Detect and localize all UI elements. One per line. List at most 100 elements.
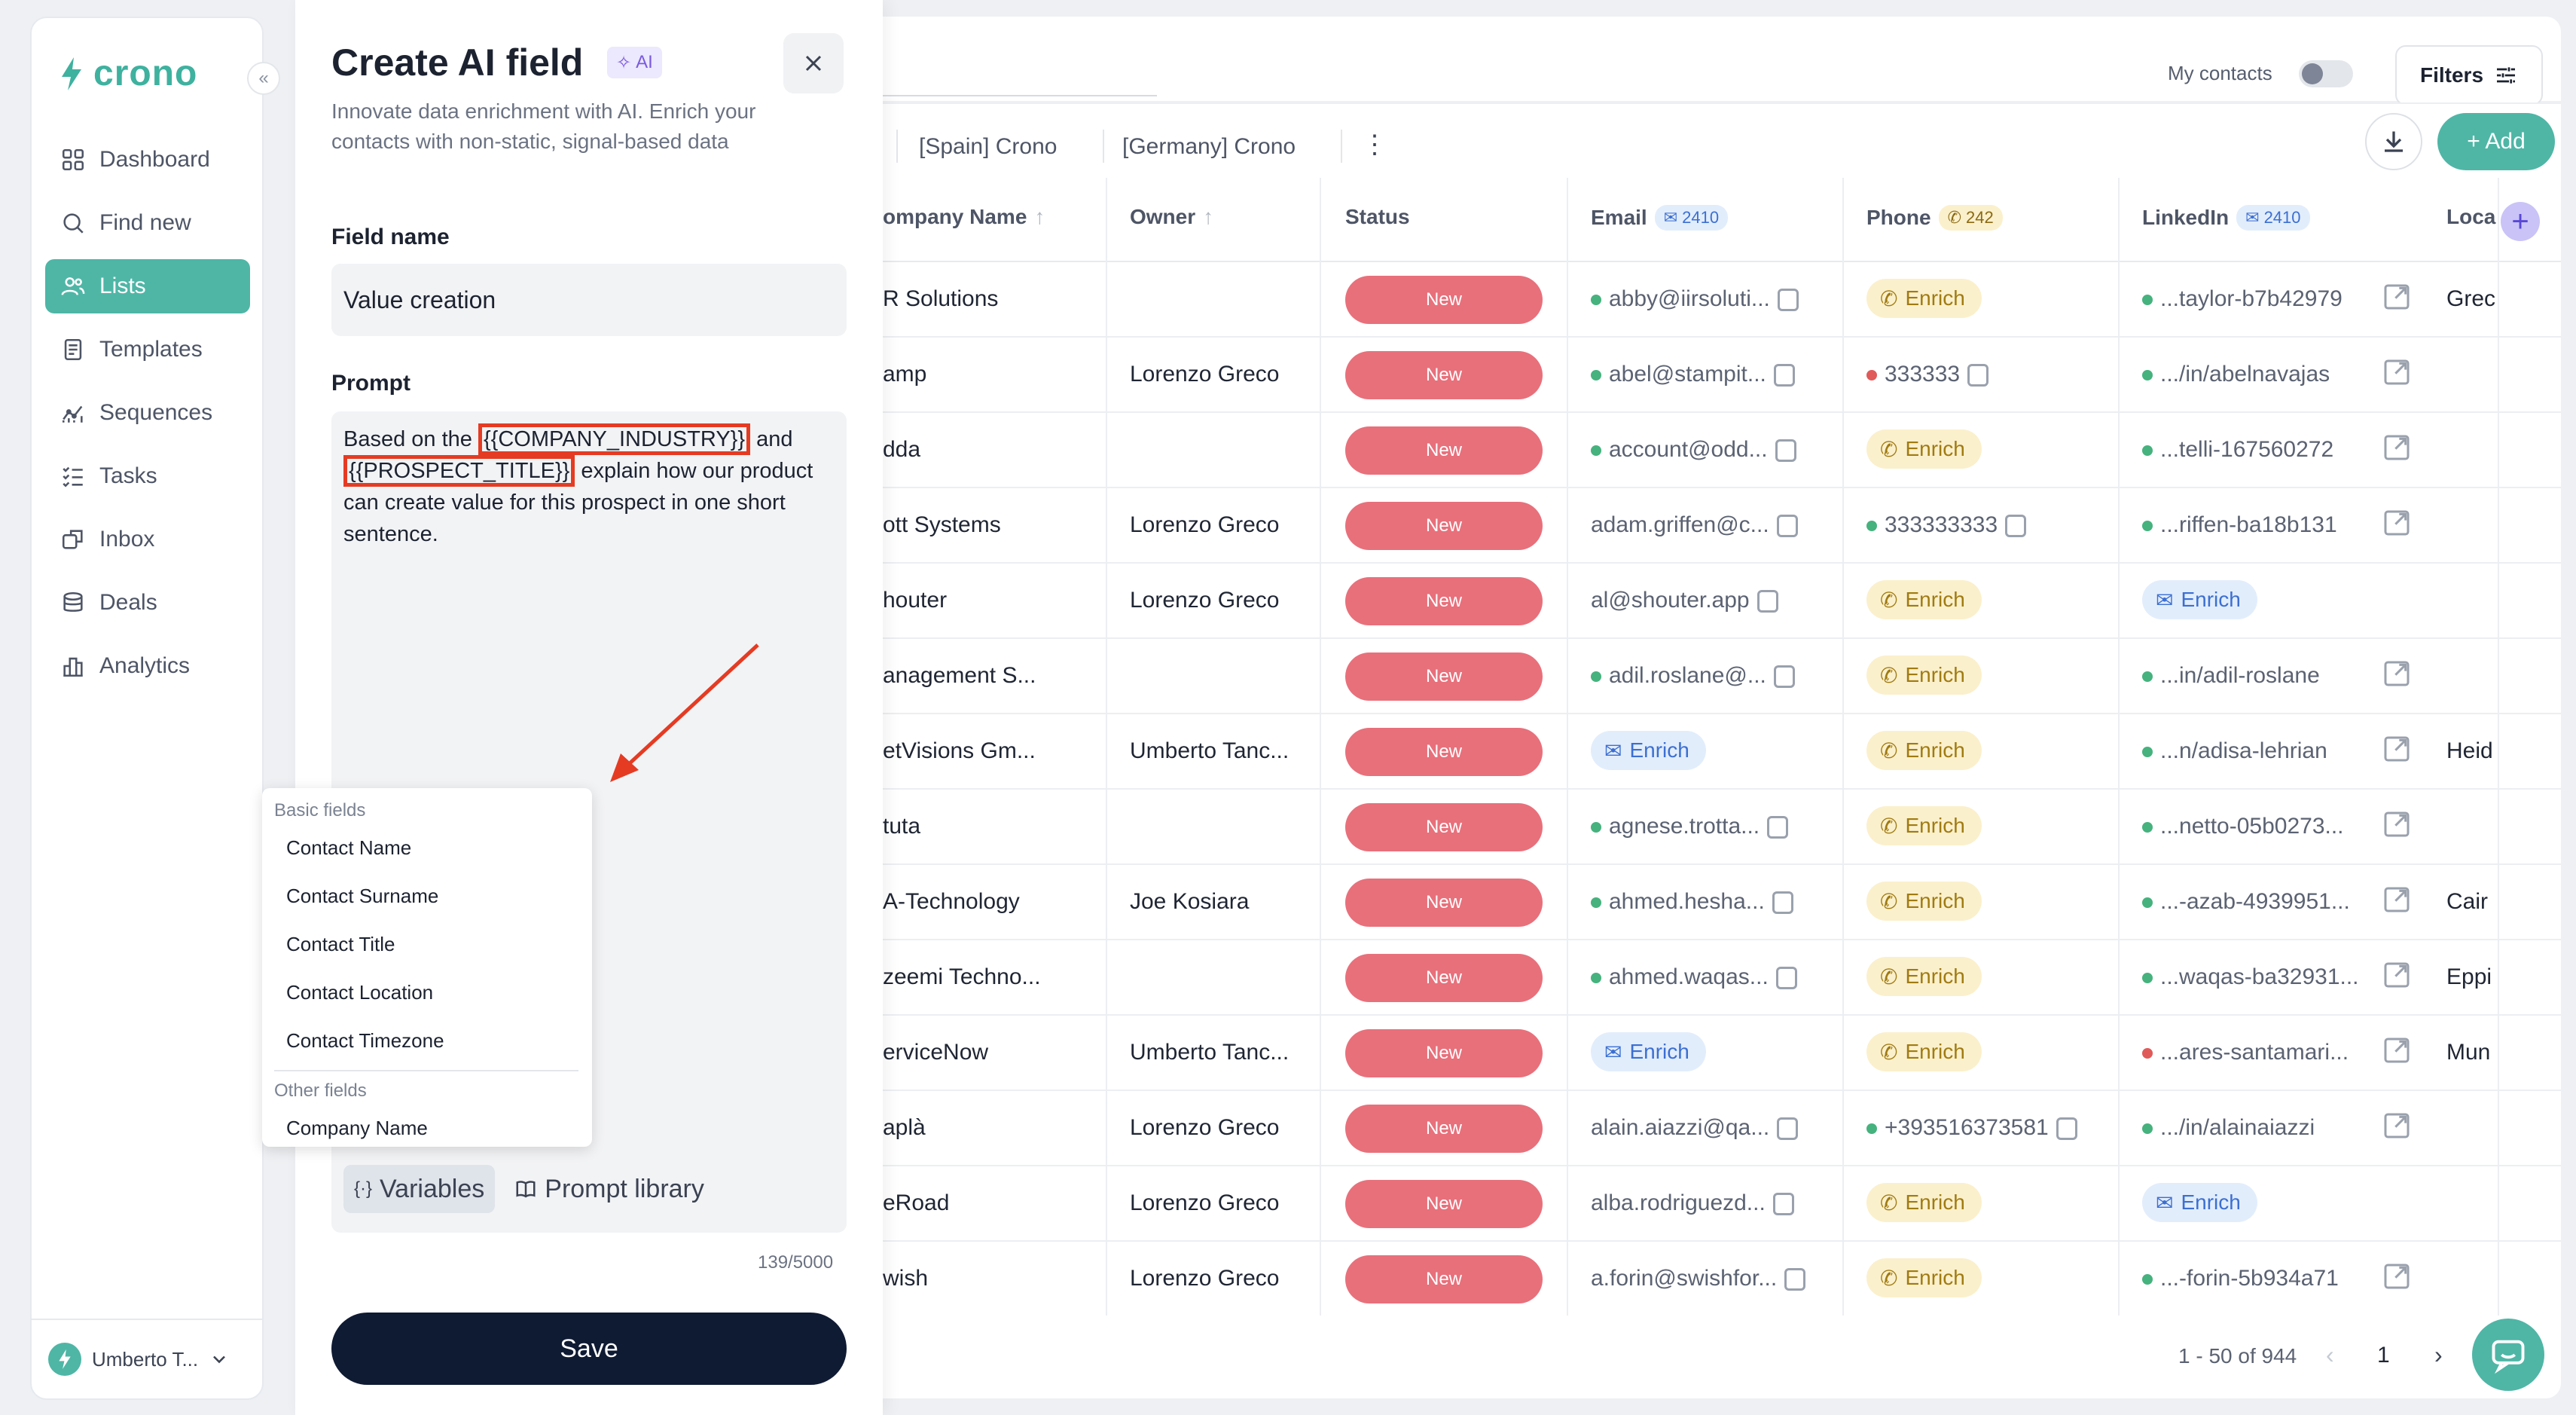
copy-icon[interactable] [2056, 1117, 2077, 1141]
company-cell[interactable]: R Solutions [883, 286, 999, 311]
external-link-icon[interactable] [2382, 432, 2412, 463]
copy-icon[interactable] [1773, 665, 1795, 689]
table-row[interactable]: R Solutions New abby@iirsoluti... ✆ Enrich..… [883, 262, 2561, 338]
company-cell[interactable]: ott Systems [883, 512, 1001, 537]
column-owner[interactable]: Owner ↑ [1130, 205, 1213, 229]
phone-enrich-button[interactable]: ✆ Enrich [1866, 731, 1982, 770]
status-badge[interactable]: New [1345, 577, 1543, 625]
phone-enrich-button[interactable]: ✆ Enrich [1866, 957, 1982, 996]
filters-button[interactable]: Filters [2395, 45, 2543, 105]
dropdown-item-contact-name[interactable]: Contact Name [286, 836, 412, 859]
phone-enrich-button[interactable]: ✆ Enrich [1866, 806, 1982, 845]
status-badge[interactable]: New [1345, 879, 1543, 927]
table-row[interactable]: eRoad Lorenzo Greco New alba.rodriguezd... ✆… [883, 1166, 2561, 1242]
external-link-icon[interactable] [2382, 282, 2412, 312]
linkedin-enrich-button[interactable]: ✉ Enrich [2142, 580, 2257, 619]
email-enrich-button[interactable]: ✉ Enrich [1591, 1032, 1706, 1071]
more-tabs-icon[interactable]: ⋮ [1362, 130, 1387, 159]
phone-enrich-button[interactable]: ✆ Enrich [1866, 279, 1982, 318]
variables-button[interactable]: {·} Variables [343, 1165, 496, 1213]
sidebar-item-dashboard[interactable]: Dashboard [45, 133, 250, 187]
my-contacts-toggle[interactable] [2299, 60, 2353, 87]
phone-enrich-button[interactable]: ✆ Enrich [1866, 1258, 1982, 1297]
chat-support-button[interactable] [2472, 1319, 2544, 1391]
phone-enrich-button[interactable]: ✆ Enrich [1866, 1032, 1982, 1071]
status-badge[interactable]: New [1345, 1255, 1543, 1303]
status-badge[interactable]: New [1345, 803, 1543, 851]
status-badge[interactable]: New [1345, 1105, 1543, 1153]
company-cell[interactable]: eRoad [883, 1190, 950, 1215]
status-badge[interactable]: New [1345, 1180, 1543, 1228]
column-company[interactable]: ompany Name ↑ [883, 205, 1045, 229]
company-cell[interactable]: zeemi Techno... [883, 964, 1041, 989]
status-badge[interactable]: New [1345, 276, 1543, 324]
status-badge[interactable]: New [1345, 954, 1543, 1002]
company-cell[interactable]: wish [883, 1266, 929, 1291]
copy-icon[interactable] [1777, 289, 1799, 312]
table-row[interactable]: dda New account@odd... ✆ Enrich ...telli-1675… [883, 413, 2561, 488]
copy-icon[interactable] [1967, 364, 1989, 387]
external-link-icon[interactable] [2382, 885, 2412, 915]
add-column-button[interactable]: + [2501, 202, 2540, 241]
copy-icon[interactable] [1775, 439, 1796, 463]
copy-icon[interactable] [1777, 1117, 1799, 1141]
company-cell[interactable]: A-Technology [883, 889, 1020, 914]
copy-icon[interactable] [1773, 364, 1795, 387]
copy-icon[interactable] [1757, 590, 1778, 613]
copy-icon[interactable] [1767, 816, 1789, 839]
external-link-icon[interactable] [2382, 960, 2412, 990]
close-button[interactable] [783, 33, 844, 93]
table-row[interactable]: erviceNow Umberto Tanc... New ✉ Enrich ✆ Enric… [883, 1016, 2561, 1091]
collapse-sidebar-button[interactable]: « [247, 62, 280, 95]
phone-enrich-button[interactable]: ✆ Enrich [1866, 580, 1982, 619]
external-link-icon[interactable] [2382, 357, 2412, 387]
phone-enrich-button[interactable]: ✆ Enrich [1866, 1183, 1982, 1222]
phone-enrich-button[interactable]: ✆ Enrich [1866, 429, 1982, 469]
status-badge[interactable]: New [1345, 652, 1543, 701]
linkedin-enrich-button[interactable]: ✉ Enrich [2142, 1183, 2257, 1222]
dropdown-item-contact-title[interactable]: Contact Title [286, 933, 395, 955]
column-location[interactable]: Loca [2446, 205, 2499, 229]
table-row[interactable]: tuta New agnese.trotta... ✆ Enrich ...netto-0… [883, 790, 2561, 865]
crono-logo[interactable]: crono [59, 53, 197, 94]
company-cell[interactable]: etVisions Gm... [883, 738, 1036, 763]
sidebar-item-templates[interactable]: Templates [45, 322, 250, 377]
company-cell[interactable]: houter [883, 588, 948, 613]
sidebar-item-analytics[interactable]: Analytics [45, 639, 250, 693]
table-row[interactable]: zeemi Techno... New ahmed.waqas... ✆ Enrich.… [883, 940, 2561, 1016]
sidebar-item-tasks[interactable]: Tasks [45, 449, 250, 503]
status-badge[interactable]: New [1345, 426, 1543, 475]
status-badge[interactable]: New [1345, 728, 1543, 776]
column-linkedin[interactable]: LinkedIn ✉ 2410 [2142, 205, 2310, 231]
external-link-icon[interactable] [2382, 1035, 2412, 1065]
company-cell[interactable]: aplà [883, 1115, 926, 1140]
company-cell[interactable]: amp [883, 362, 927, 387]
copy-icon[interactable] [1772, 1193, 1794, 1216]
table-row[interactable]: A-Technology Joe Kosiara New ahmed.hesha...… [883, 865, 2561, 940]
download-button[interactable] [2365, 113, 2422, 170]
column-email[interactable]: Email ✉ 2410 [1591, 205, 1729, 231]
user-menu[interactable]: Umberto T... [32, 1319, 262, 1398]
status-badge[interactable]: New [1345, 351, 1543, 399]
column-status[interactable]: Status [1345, 205, 1410, 229]
tab-spain-crono[interactable]: [Spain] Crono [919, 134, 1058, 159]
dropdown-item-contact-location[interactable]: Contact Location [286, 981, 434, 1004]
table-row[interactable]: etVisions Gm... Umberto Tanc... New ✉ Enrich… [883, 714, 2561, 790]
company-cell[interactable]: erviceNow [883, 1040, 989, 1065]
table-row[interactable]: anagement S... New adil.roslane@... ✆ Enrich… [883, 639, 2561, 714]
table-row[interactable]: aplà Lorenzo Greco New alain.aiazzi@qa... +3… [883, 1091, 2561, 1166]
company-cell[interactable]: tuta [883, 814, 921, 839]
next-page-icon[interactable]: › [2434, 1341, 2443, 1368]
external-link-icon[interactable] [2382, 659, 2412, 689]
copy-icon[interactable] [1772, 891, 1793, 915]
sidebar-item-lists[interactable]: Lists [45, 259, 250, 313]
external-link-icon[interactable] [2382, 809, 2412, 839]
add-button[interactable]: + Add [2437, 113, 2555, 170]
field-name-input[interactable]: Value creation [331, 264, 847, 336]
prev-page-icon[interactable]: ‹ [2326, 1341, 2334, 1368]
table-row[interactable]: wish Lorenzo Greco New a.forin@swishfor... ✆… [883, 1242, 2561, 1317]
company-cell[interactable]: anagement S... [883, 663, 1036, 688]
copy-icon[interactable] [2005, 515, 2027, 538]
table-row[interactable]: amp Lorenzo Greco New abel@stampit... 333333… [883, 338, 2561, 413]
status-badge[interactable]: New [1345, 502, 1543, 550]
